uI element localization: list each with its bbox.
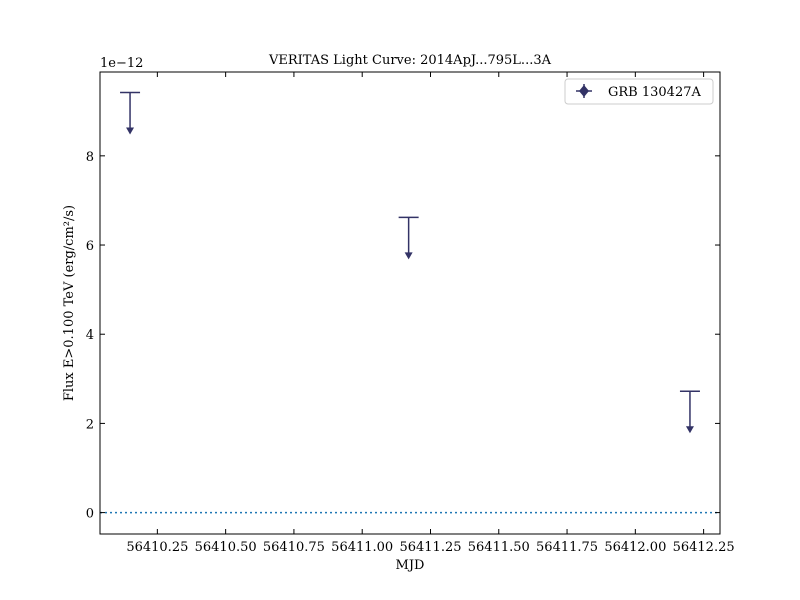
data-point-upper-limit — [398, 216, 419, 260]
y-multiplier-label: 1e−12 — [100, 56, 143, 71]
data-point-upper-limit — [120, 91, 141, 135]
x-tick-label: 56411.25 — [399, 540, 461, 555]
y-tick-label: 6 — [86, 239, 94, 254]
y-tick-label: 2 — [86, 417, 94, 432]
y-tick-label: 0 — [86, 507, 94, 522]
x-tick-label: 56410.25 — [126, 540, 188, 555]
y-axis-label: Flux E>0.100 TeV (erg/cm²/s) — [62, 205, 77, 401]
y-tick-label: 8 — [86, 150, 94, 165]
legend-diamond-marker — [579, 85, 589, 97]
x-tick-label: 56412.00 — [604, 540, 666, 555]
x-axis: 56410.25 56410.50 56410.75 56411.00 56411.25… — [126, 72, 735, 555]
y-axis: 0 2 4 6 8 — [86, 150, 720, 522]
y-tick-label: 4 — [86, 328, 94, 343]
data-point-upper-limit — [679, 390, 700, 434]
upper-limit-arrowhead — [685, 426, 694, 434]
x-axis-label: MJD — [396, 558, 425, 573]
legend: GRB 130427A — [564, 78, 714, 105]
upper-limit-arrowhead — [126, 127, 135, 135]
plot-area — [100, 72, 720, 534]
legend-box — [564, 78, 714, 105]
legend-marker — [576, 84, 592, 98]
chart-title: VERITAS Light Curve: 2014ApJ...795L...3A — [268, 53, 552, 68]
x-tick-label: 56411.50 — [468, 540, 530, 555]
upper-limit-arrowhead — [404, 252, 413, 260]
legend-label: GRB 130427A — [608, 85, 701, 100]
x-tick-label: 56412.25 — [673, 540, 735, 555]
series-layer — [120, 91, 700, 434]
plot-frame — [99, 71, 721, 535]
x-tick-label: 56410.75 — [263, 540, 325, 555]
x-tick-label: 56410.50 — [195, 540, 257, 555]
x-tick-label: 56411.75 — [536, 540, 598, 555]
x-tick-label: 56411.00 — [331, 540, 393, 555]
